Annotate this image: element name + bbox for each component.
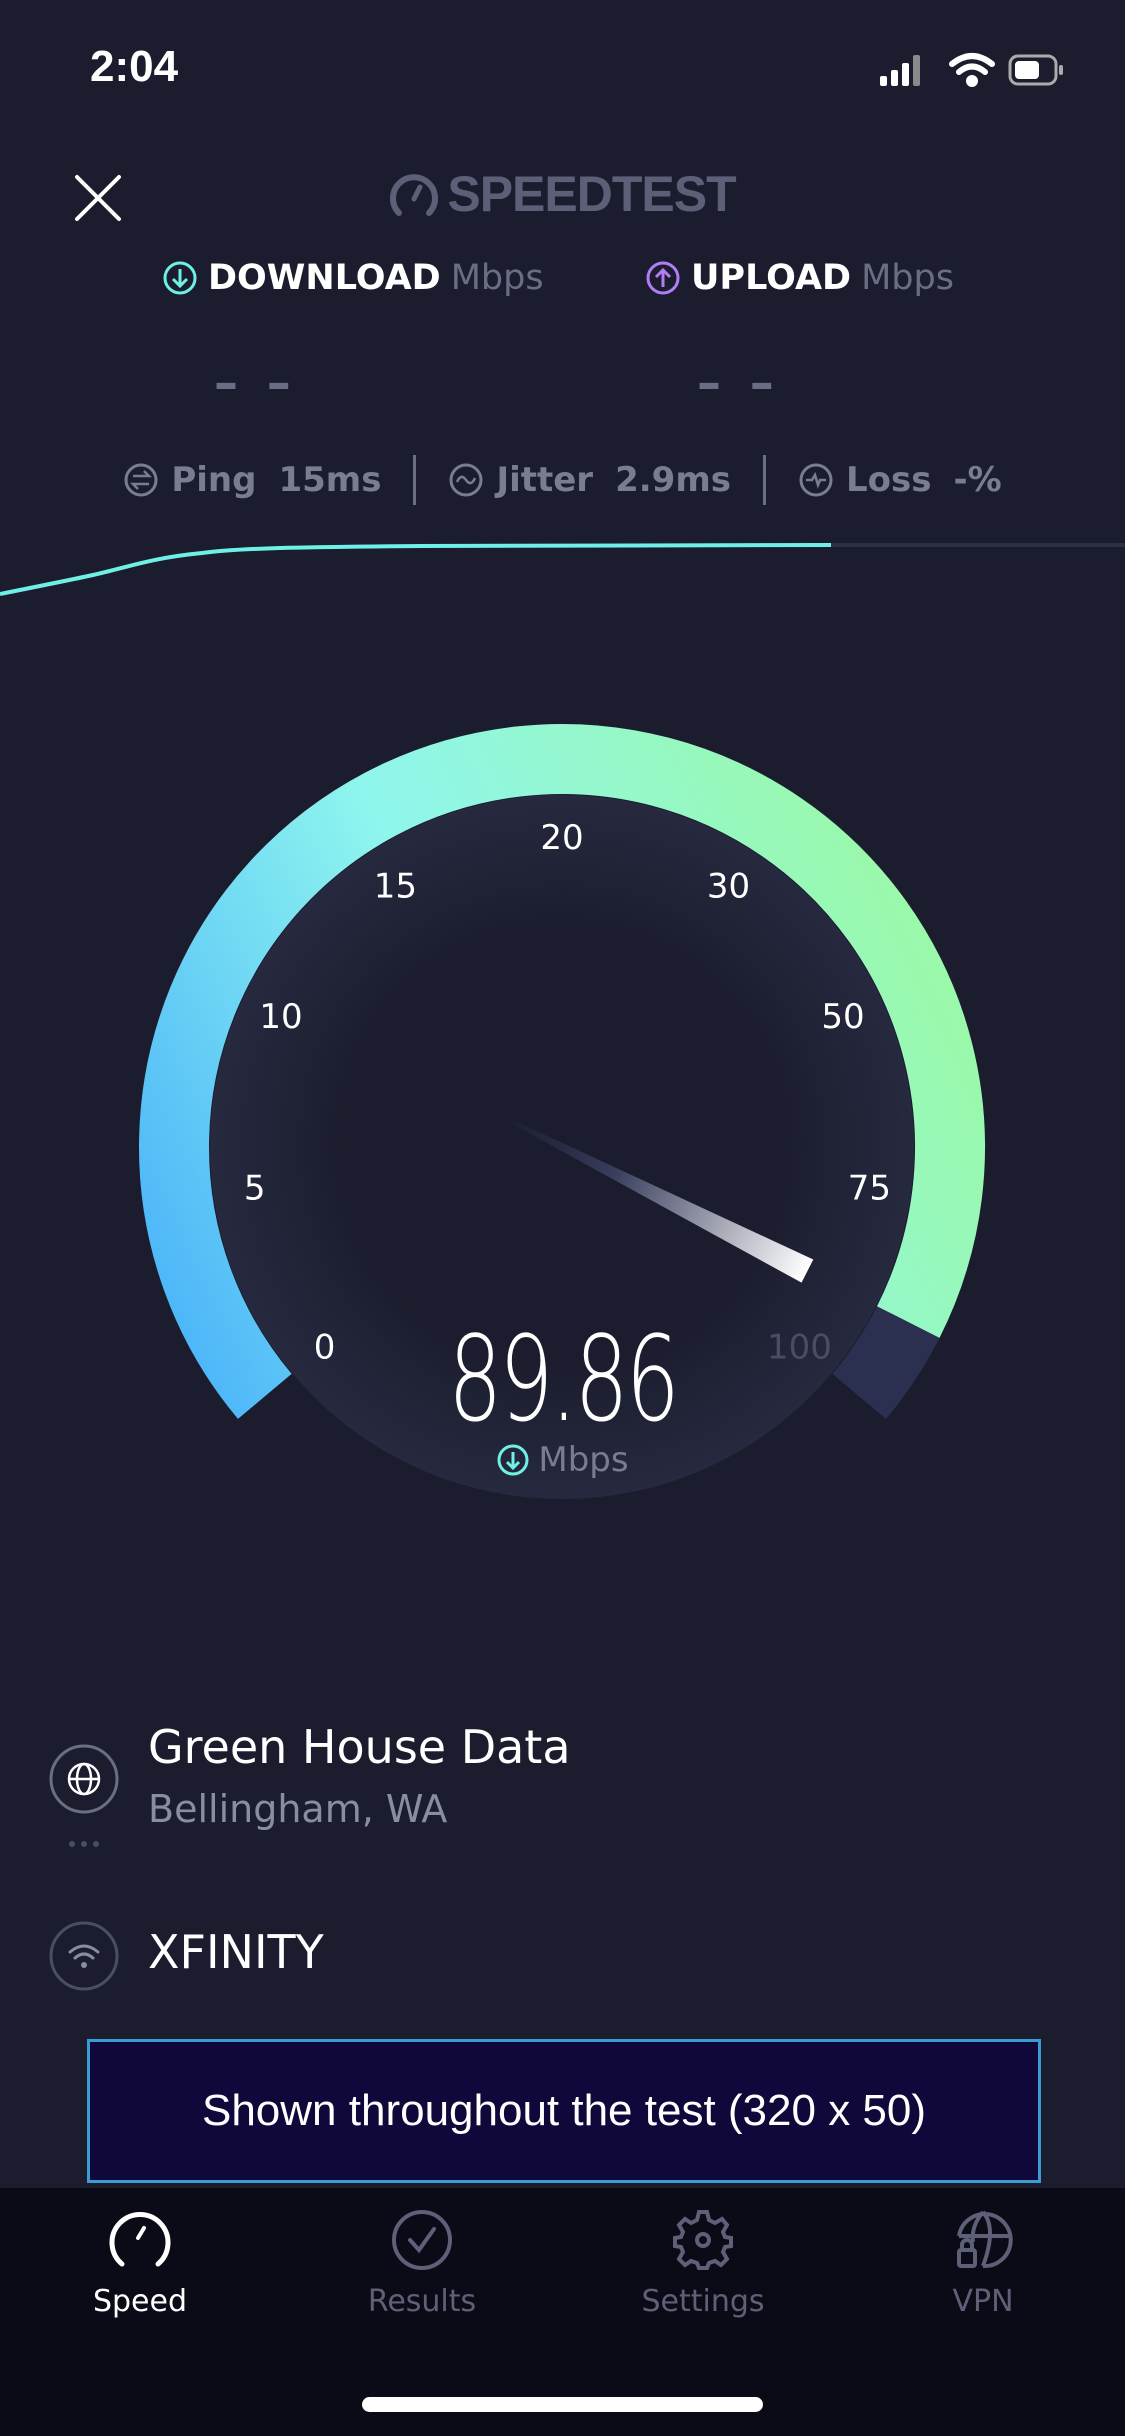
tab-label: Settings <box>641 2284 765 2319</box>
loss-label: Loss <box>845 460 932 500</box>
upload-header: UPLOAD Mbps <box>645 258 954 298</box>
upload-value: – – <box>697 355 780 411</box>
server-name[interactable]: Green House Data <box>148 1720 571 1774</box>
speed-graph <box>0 543 1125 596</box>
gear-icon <box>673 2210 733 2270</box>
ad-text: Shown throughout the test (320 x 50) <box>201 2086 927 2135</box>
ping-label: Ping <box>171 460 257 500</box>
speedometer-icon <box>109 2212 171 2267</box>
isp-wifi-icon <box>49 1921 119 1991</box>
home-indicator[interactable] <box>362 2397 763 2412</box>
check-circle-icon <box>392 2210 452 2270</box>
server-icon[interactable] <box>48 1744 120 1854</box>
speed-gauge: 0 5 10 15 20 30 50 75 100 <box>139 724 985 1499</box>
gauge-track <box>832 1305 940 1419</box>
jitter-label: Jitter <box>496 460 594 500</box>
download-header: DOWNLOAD Mbps <box>162 258 544 298</box>
gauge-tick-label: 75 <box>848 1168 891 1208</box>
download-label: DOWNLOAD <box>208 258 441 298</box>
gauge-value-arc <box>139 724 985 1419</box>
tab-speed[interactable]: Speed <box>40 2208 240 2319</box>
gauge-tick-label: 20 <box>540 818 583 858</box>
loss-value: -% <box>953 460 1002 500</box>
logo-text: SPEEDTEST <box>447 166 736 222</box>
upload-unit: Mbps <box>861 258 954 298</box>
jitter-metric: Jitter 2.9ms <box>416 460 763 500</box>
speed-unit: Mbps <box>538 1440 629 1480</box>
ping-unit: ms <box>325 460 382 500</box>
upload-label: UPLOAD <box>691 258 852 298</box>
wifi-icon <box>949 53 995 87</box>
divider <box>413 455 417 505</box>
ping-metric: Ping 15ms <box>91 460 413 500</box>
cellular-signal-icon <box>880 55 920 86</box>
speed-unit-row: Mbps <box>0 1440 1125 1480</box>
tab-results[interactable]: Results <box>322 2208 522 2319</box>
ad-banner[interactable]: Shown throughout the test (320 x 50) <box>87 2039 1041 2183</box>
globe-lock-icon <box>957 2210 1013 2269</box>
tab-label: Results <box>367 2284 477 2319</box>
isp-name: XFINITY <box>148 1925 324 1979</box>
server-location[interactable]: Bellingham, WA <box>148 1787 448 1831</box>
globe-icon <box>67 1762 101 1796</box>
tab-vpn[interactable]: VPN <box>883 2208 1083 2319</box>
close-icon[interactable] <box>74 174 122 222</box>
gauge-tick-label: 5 <box>244 1168 266 1208</box>
loss-metric: Loss -% <box>766 460 1034 500</box>
current-speed: 89.86 <box>448 1310 680 1448</box>
status-icons <box>880 53 1063 87</box>
status-time: 2:04 <box>90 42 179 91</box>
tab-label: Speed <box>92 2284 188 2319</box>
tab-settings[interactable]: Settings <box>603 2208 803 2319</box>
battery-icon <box>1008 54 1063 86</box>
gauge-needle <box>512 1120 814 1283</box>
gauge-tick-label: 30 <box>707 867 750 907</box>
jitter-value: 2.9 <box>615 460 676 500</box>
tab-bar: Speed Results Settings VPN <box>0 2188 1125 2436</box>
metrics-row: Ping 15ms Jitter 2.9ms Loss -% <box>0 455 1125 505</box>
jitter-unit: ms <box>675 460 731 500</box>
ping-icon <box>124 463 158 497</box>
tab-label: VPN <box>952 2284 1014 2319</box>
download-unit: Mbps <box>450 258 544 298</box>
gauge-tick-label: 0 <box>314 1327 336 1367</box>
download-value: – – <box>214 355 297 411</box>
gauge-tick-label: 15 <box>374 867 417 907</box>
gauge-tick-label: 10 <box>259 997 302 1037</box>
download-arrow-icon <box>497 1444 529 1476</box>
jitter-icon <box>449 463 483 497</box>
speed-graph-line <box>0 543 832 596</box>
gauge-tick-label: 100 <box>767 1327 832 1367</box>
download-arrow-icon <box>163 261 197 295</box>
gauge-tick-label: 50 <box>821 997 864 1037</box>
speedometer-logo-icon <box>390 174 439 216</box>
upload-arrow-icon <box>646 261 680 295</box>
loss-icon <box>799 463 833 497</box>
speedtest-logo: SPEEDTEST <box>0 165 1125 223</box>
divider <box>762 455 766 505</box>
ping-value: 15 <box>278 460 326 500</box>
